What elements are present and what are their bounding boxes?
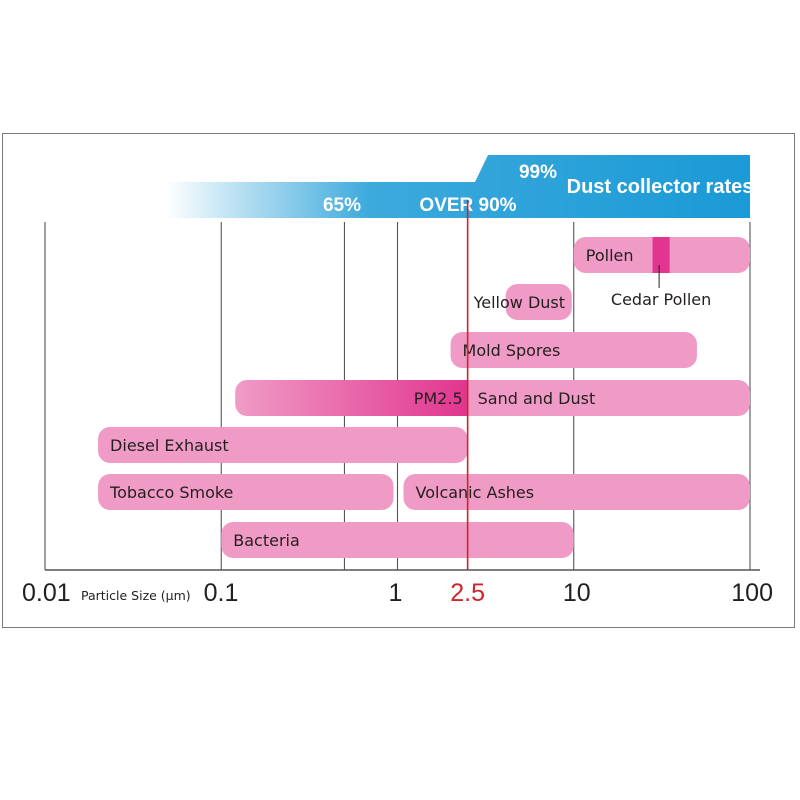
bar-diesel-exhaust xyxy=(98,427,468,463)
rate-label-65: 65% xyxy=(323,195,361,216)
bar-cedar-pollen xyxy=(652,237,670,273)
label-yellow-dust: Yellow Dust xyxy=(473,293,565,312)
x-tick-100: 100 xyxy=(731,579,773,607)
collector-title: Dust collector rates xyxy=(567,176,754,198)
label-volcanic-ashes: Volcanic Ashes xyxy=(416,483,535,502)
bar-pm25-highlight xyxy=(235,380,468,416)
x-tick-10: 10 xyxy=(563,579,591,607)
bar-tobacco-smoke xyxy=(98,474,394,510)
x-tick-0.1: 0.1 xyxy=(204,579,239,607)
grid-lines xyxy=(44,222,751,570)
range-bars: Pollen Yellow Dust Mold Spores PM2.5 Sand an… xyxy=(98,237,750,558)
collector-band: 65% OVER 90% 99% Dust collector rates xyxy=(165,155,753,218)
label-pollen: Pollen xyxy=(586,246,634,265)
bar-mold-spores xyxy=(450,332,697,368)
x-tick-2.5: 2.5 xyxy=(450,579,485,607)
label-bacteria: Bacteria xyxy=(233,531,300,550)
bar-bacteria xyxy=(221,522,574,558)
label-cedar-pollen: Cedar Pollen xyxy=(611,290,711,309)
chart-frame xyxy=(2,133,795,628)
label-pm25: PM2.5 xyxy=(414,389,463,408)
label-sand-and-dust: Sand and Dust xyxy=(478,389,596,408)
label-diesel-exhaust: Diesel Exhaust xyxy=(110,436,229,455)
x-axis-label: Particle Size (μm) xyxy=(81,588,191,603)
bar-yellow-dust xyxy=(505,284,572,320)
label-mold-spores: Mold Spores xyxy=(463,341,561,360)
collector-rate-band xyxy=(165,155,750,218)
rate-label-99: 99% xyxy=(519,162,557,183)
x-axis: 0.01 Particle Size (μm) 0.1 1 2.5 10 100 xyxy=(22,569,773,607)
label-tobacco-smoke: Tobacco Smoke xyxy=(109,483,233,502)
x-tick-0.01: 0.01 xyxy=(22,579,71,607)
x-tick-1: 1 xyxy=(389,579,403,607)
bar-volcanic-ashes xyxy=(403,474,750,510)
